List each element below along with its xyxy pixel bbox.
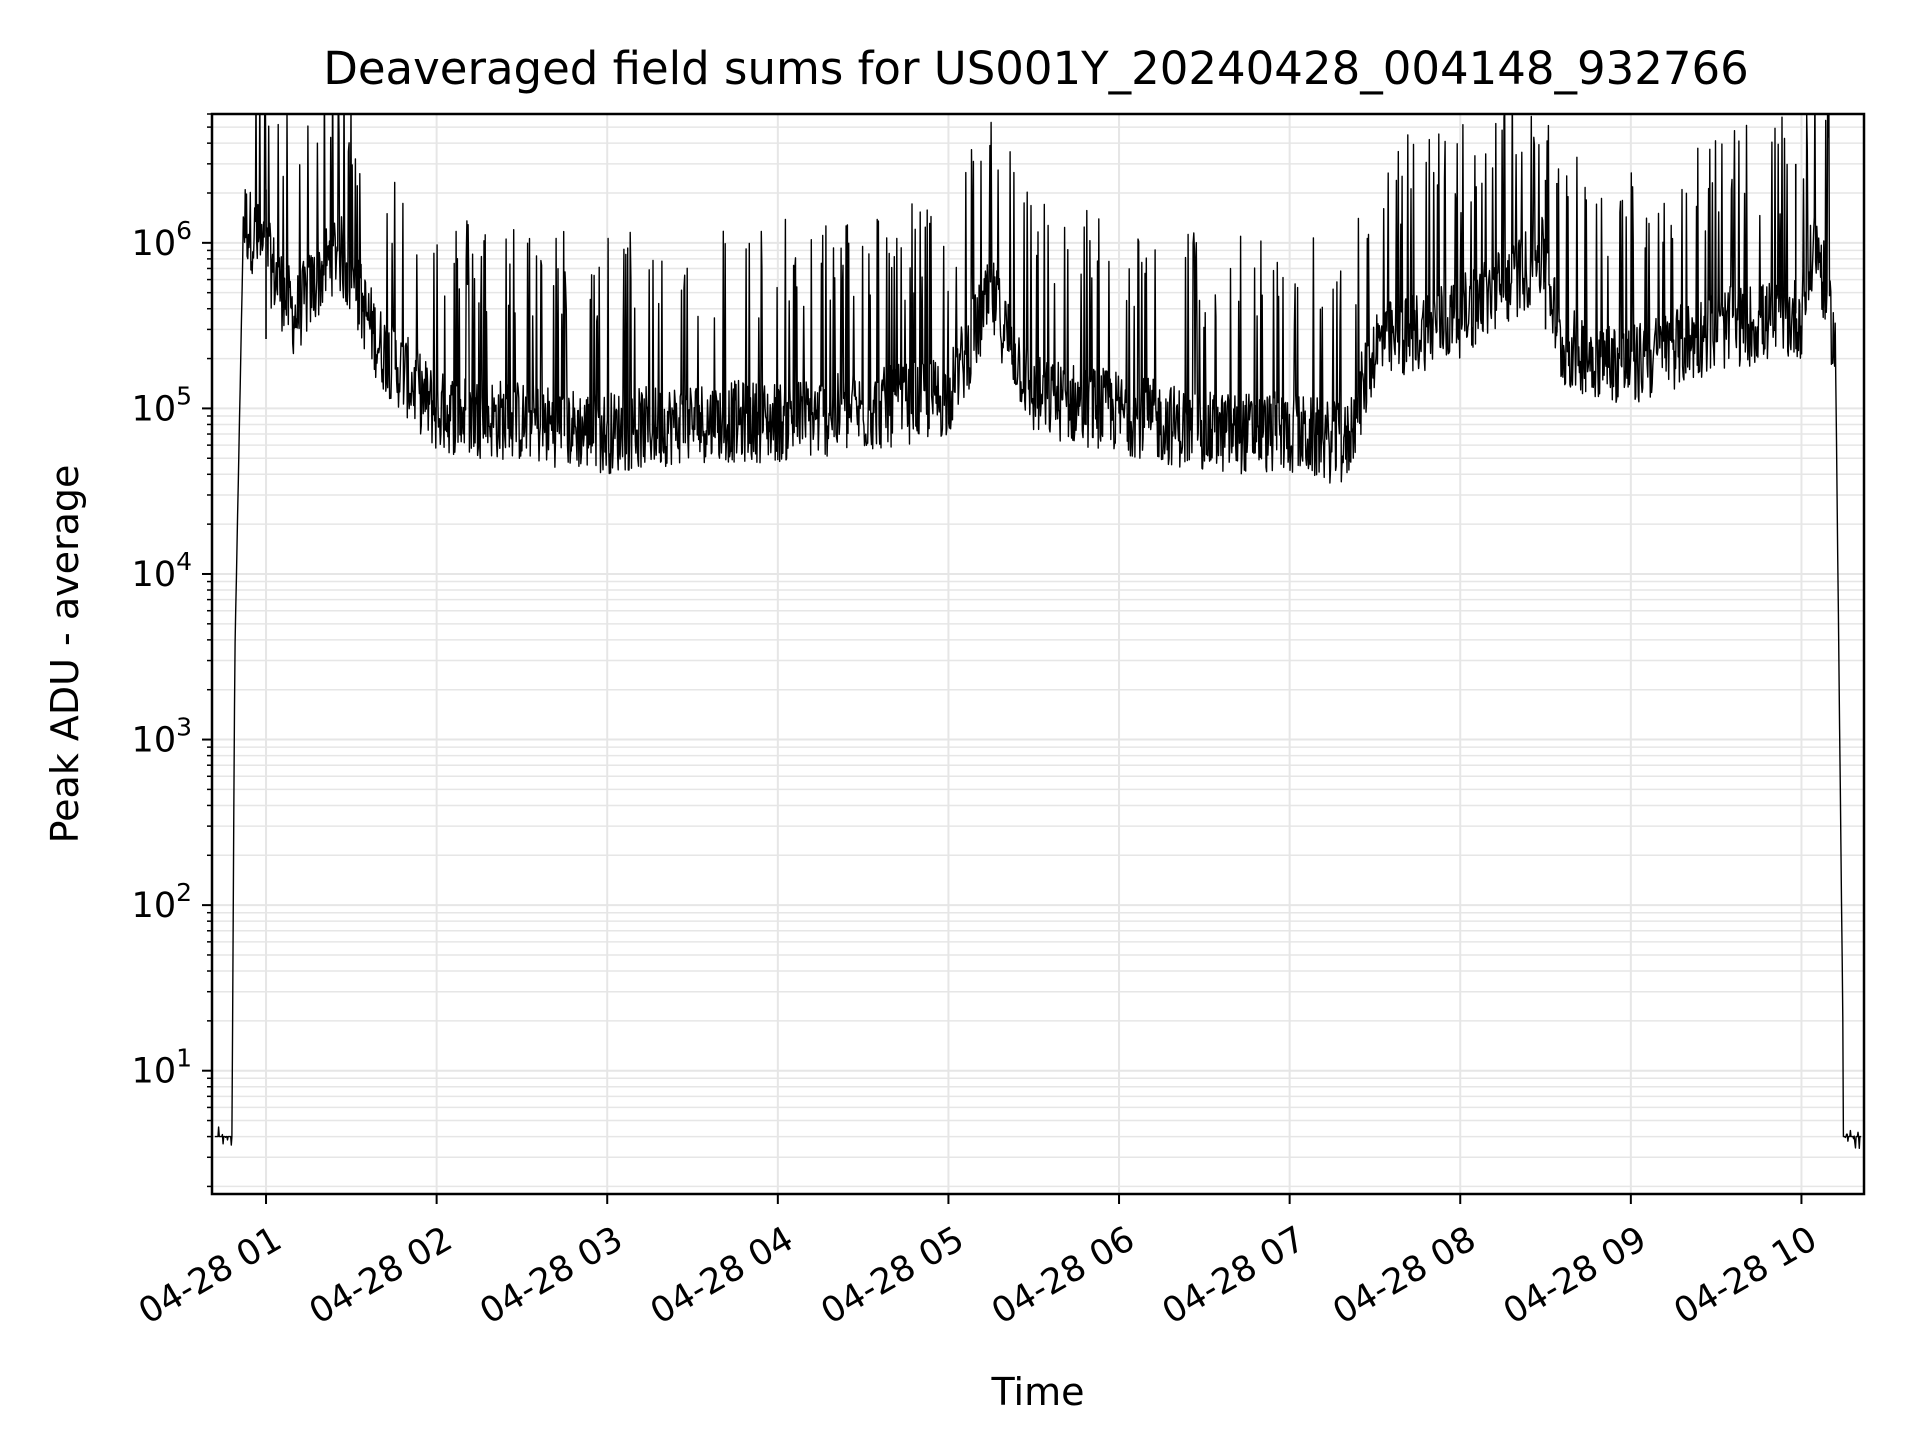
chart-title: Deaveraged field sums for US001Y_2024042… bbox=[323, 42, 1749, 95]
plot-area bbox=[214, 114, 1862, 1149]
series-line bbox=[214, 114, 1862, 1149]
x-axis-label: Time bbox=[991, 1370, 1085, 1414]
y-tick-label: 103 bbox=[132, 713, 192, 761]
y-axis-ticks: 101 102 103 104 105 106 bbox=[132, 113, 212, 1188]
y-tick-label: 101 bbox=[132, 1044, 192, 1092]
y-axis-label: Peak ADU - average bbox=[43, 465, 87, 844]
y-tick-label: 105 bbox=[132, 381, 192, 429]
y-tick-label: 106 bbox=[132, 216, 192, 264]
axes-frame bbox=[210, 112, 1866, 1196]
y-tick-label: 102 bbox=[132, 878, 192, 926]
series-line-group bbox=[214, 114, 1862, 1149]
y-tick-label: 104 bbox=[132, 547, 192, 595]
grid-lines bbox=[212, 113, 1864, 1194]
